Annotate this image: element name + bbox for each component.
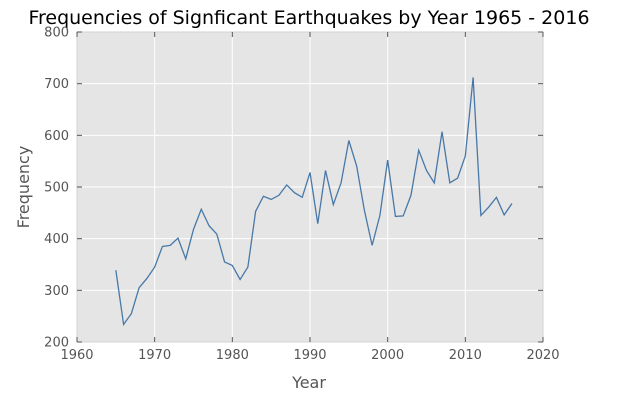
y-tick-labels: 200 300 400 500 600 700 800 bbox=[44, 26, 69, 351]
x-tick-label: 1970 bbox=[138, 348, 171, 363]
x-tick-labels: 1960 1970 1980 1990 2000 2010 2020 bbox=[60, 348, 559, 363]
y-tick-label: 600 bbox=[44, 129, 69, 144]
y-tick-label: 500 bbox=[44, 181, 69, 196]
y-tick-label: 200 bbox=[44, 336, 69, 351]
y-axis-label: Frequency bbox=[14, 146, 33, 229]
x-tick-label: 2000 bbox=[371, 348, 404, 363]
y-tick-label: 400 bbox=[44, 232, 69, 247]
x-tick-label: 2010 bbox=[449, 348, 482, 363]
x-tick-label: 1980 bbox=[216, 348, 249, 363]
y-tick-label: 800 bbox=[44, 26, 69, 41]
y-tick-label: 700 bbox=[44, 77, 69, 92]
x-tick-label: 1990 bbox=[293, 348, 326, 363]
tick-marks bbox=[76, 31, 544, 343]
x-tick-label: 2020 bbox=[526, 348, 559, 363]
y-tick-label: 300 bbox=[44, 284, 69, 299]
x-tick-label: 1960 bbox=[60, 348, 93, 363]
x-axis-label: Year bbox=[291, 373, 326, 392]
chart-title: Frequencies of Signficant Earthquakes by… bbox=[28, 7, 589, 29]
series-line bbox=[115, 77, 513, 327]
